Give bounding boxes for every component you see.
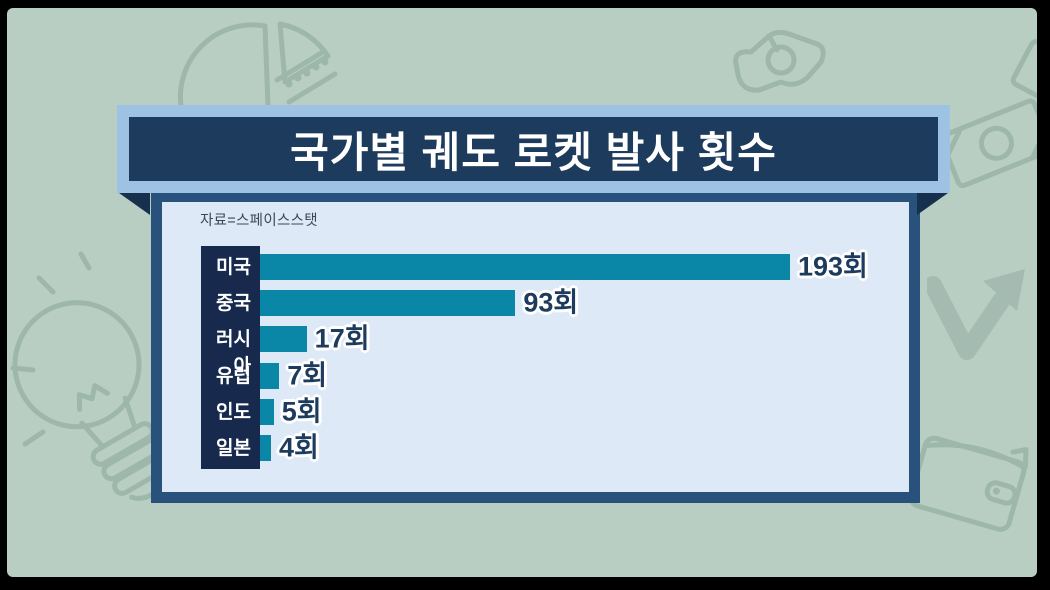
value-label: 4회 bbox=[278, 432, 319, 463]
bar bbox=[260, 435, 271, 461]
value-label: 93회 bbox=[523, 287, 579, 318]
bar bbox=[260, 254, 790, 280]
country-label: 러시아 bbox=[216, 329, 251, 378]
trending-arrow-icon bbox=[927, 261, 1027, 361]
value-label: 7회 bbox=[287, 360, 328, 391]
title-box: 국가별 궤도 로켓 발사 횟수 bbox=[129, 117, 938, 181]
bar bbox=[260, 398, 274, 425]
money-bill-corner-icon bbox=[1005, 34, 1037, 110]
bar bbox=[260, 326, 307, 353]
money-bill-crumpled-icon bbox=[727, 24, 837, 102]
value-label: 5회 bbox=[281, 396, 322, 427]
title-ribbon: 국가별 궤도 로켓 발사 횟수 bbox=[117, 105, 950, 193]
page-title: 국가별 궤도 로켓 발사 횟수 bbox=[290, 128, 777, 176]
country-label: 미국 bbox=[216, 257, 251, 278]
country-label: 유럽 bbox=[216, 365, 251, 387]
bar bbox=[260, 362, 280, 389]
wallet-icon bbox=[905, 420, 1037, 545]
pie-chart-icon bbox=[165, 18, 340, 106]
bar bbox=[260, 290, 516, 317]
source-credit: 자료=스페이스스탯 bbox=[200, 213, 318, 229]
category-label-column bbox=[201, 246, 260, 469]
country-label: 중국 bbox=[216, 293, 251, 315]
infographic-scene: 자료=스페이스스탯 미국 193회 중국 93회 러시아 17회 유럽 7회 인도 5회 일본 4회 … bbox=[7, 8, 1037, 577]
ribbon-fold-left bbox=[119, 193, 150, 215]
country-label: 인도 bbox=[216, 401, 251, 423]
value-label: 193회 bbox=[798, 251, 868, 282]
ribbon-fold-right bbox=[917, 193, 948, 215]
country-label: 일본 bbox=[216, 438, 251, 459]
value-label: 17회 bbox=[314, 323, 370, 354]
